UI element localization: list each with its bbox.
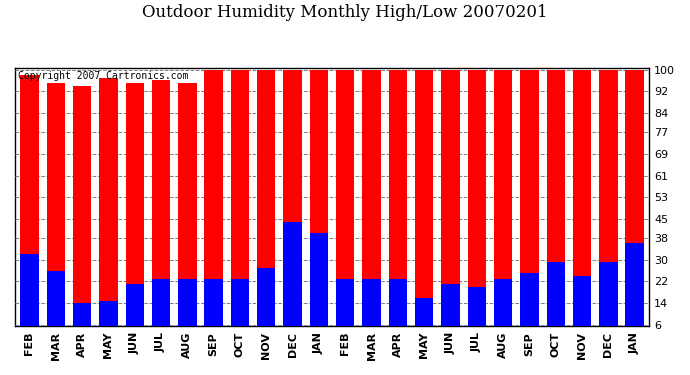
Bar	[388, 70, 407, 341]
Bar	[230, 70, 249, 341]
Bar	[73, 303, 91, 341]
Bar	[152, 81, 170, 341]
Bar	[20, 75, 39, 341]
Bar	[520, 273, 539, 341]
Bar	[442, 70, 460, 341]
Bar	[47, 271, 65, 341]
Bar	[284, 222, 302, 341]
Bar	[99, 78, 117, 341]
Bar	[204, 279, 223, 341]
Bar	[415, 70, 433, 341]
Bar	[442, 284, 460, 341]
Bar	[152, 279, 170, 341]
Bar	[204, 70, 223, 341]
Bar	[494, 279, 512, 341]
Bar	[573, 70, 591, 341]
Bar	[362, 70, 381, 341]
Bar	[336, 279, 355, 341]
Bar	[20, 254, 39, 341]
Bar	[178, 83, 197, 341]
Bar	[468, 287, 486, 341]
Bar	[388, 279, 407, 341]
Bar	[99, 300, 117, 341]
Bar	[257, 268, 275, 341]
Bar	[126, 284, 144, 341]
Bar	[310, 70, 328, 341]
Bar	[599, 262, 618, 341]
Text: Outdoor Humidity Monthly High/Low 20070201: Outdoor Humidity Monthly High/Low 200702…	[142, 4, 548, 21]
Bar	[494, 70, 512, 341]
Bar	[468, 70, 486, 341]
Bar	[178, 279, 197, 341]
Bar	[573, 276, 591, 341]
Bar	[546, 70, 565, 341]
Bar	[625, 70, 644, 341]
Bar	[47, 83, 65, 341]
Bar	[284, 70, 302, 341]
Bar	[546, 262, 565, 341]
Bar	[599, 70, 618, 341]
Bar	[73, 86, 91, 341]
Text: Copyright 2007 Cartronics.com: Copyright 2007 Cartronics.com	[18, 71, 188, 81]
Bar	[126, 83, 144, 341]
Bar	[520, 70, 539, 341]
Bar	[230, 279, 249, 341]
Bar	[625, 243, 644, 341]
Bar	[310, 232, 328, 341]
Bar	[362, 279, 381, 341]
Bar	[336, 70, 355, 341]
Bar	[257, 70, 275, 341]
Bar	[415, 298, 433, 341]
